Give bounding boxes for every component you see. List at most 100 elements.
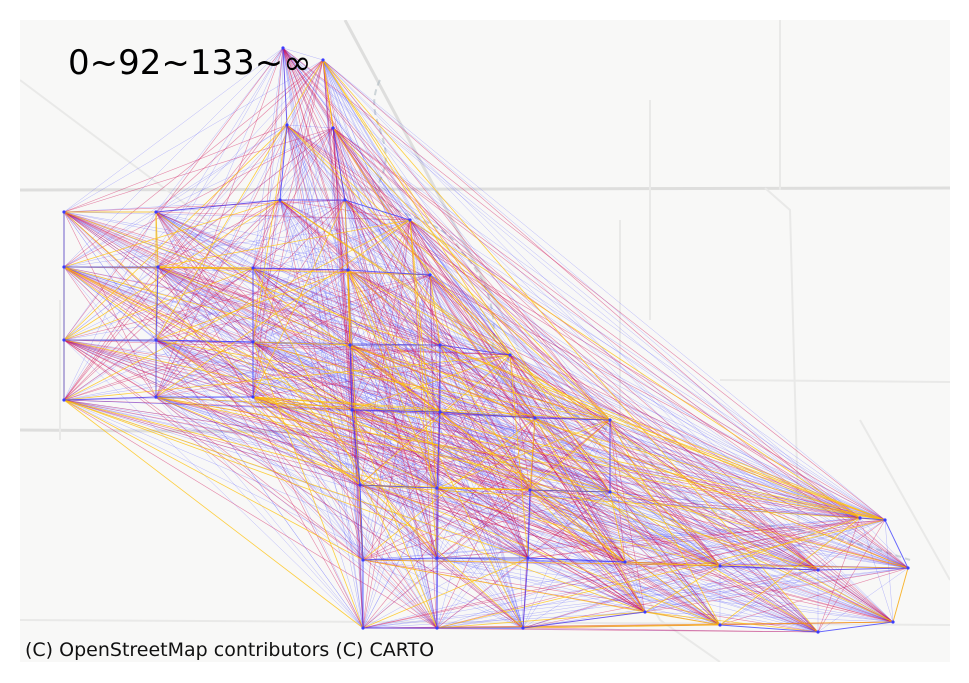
flow-line [429, 274, 438, 559]
flow-line [322, 59, 721, 626]
flow-line [436, 419, 611, 629]
flow-line [155, 396, 438, 559]
flow-line [436, 489, 531, 559]
flow-line [436, 561, 626, 629]
flow-line [155, 396, 646, 613]
flow-line [63, 399, 894, 623]
road-line [859, 419, 950, 581]
flow-line [63, 266, 159, 341]
flow-line [429, 274, 611, 493]
flow-line [362, 559, 909, 569]
flow-line [63, 399, 438, 489]
flow-line [63, 211, 157, 341]
flow-line [155, 124, 288, 213]
flow-line [359, 484, 524, 629]
flow-node-n6 [278, 198, 282, 202]
grid-edge [859, 517, 886, 521]
flow-line [817, 517, 861, 633]
flow-line [63, 211, 438, 629]
flow-line [63, 219, 411, 268]
flow-line [63, 339, 364, 561]
flow-node-n29 [528, 488, 532, 492]
flow-line [347, 269, 511, 356]
flow-line [155, 396, 721, 567]
flow-line [282, 47, 861, 519]
flow-line [63, 219, 411, 401]
flow-line [63, 211, 819, 571]
flow-line [362, 411, 441, 629]
flow-line [63, 59, 324, 401]
flow-node-n21 [154, 395, 158, 399]
flow-line [63, 127, 334, 213]
flow-line [351, 354, 511, 411]
flow-line [609, 419, 721, 567]
flow-line [644, 569, 819, 613]
grid-edge [155, 199, 281, 213]
grid-edge [347, 269, 351, 346]
flow-line [63, 211, 511, 356]
flow-line [436, 557, 524, 629]
grid-edge [279, 124, 288, 201]
flow-node-n25 [533, 416, 537, 420]
map-canvas[interactable] [20, 20, 950, 662]
flow-line [157, 199, 346, 268]
flow-line [157, 266, 254, 343]
flow-node-n44 [883, 518, 887, 522]
flow-line [362, 491, 611, 629]
flow-line [351, 219, 411, 411]
grid-edge [719, 624, 819, 633]
flow-line [349, 219, 411, 346]
flow-line [63, 266, 361, 486]
flow-line [522, 567, 909, 629]
flow-line [719, 565, 894, 623]
flow-line [252, 396, 364, 629]
grid-edge [527, 489, 531, 559]
flow-line [155, 269, 349, 341]
flow-line [409, 219, 531, 491]
flow-line [644, 611, 819, 633]
flow-line [155, 339, 529, 559]
flow-line [63, 354, 511, 401]
flow-line [63, 266, 909, 569]
flow-line [155, 339, 361, 486]
flow-line [529, 489, 909, 569]
flow-line [322, 59, 353, 411]
flow-line [522, 624, 721, 629]
legend-title: 0~92~133~∞ [68, 43, 312, 83]
flow-line [282, 47, 324, 61]
flow-node-n30 [608, 490, 612, 494]
flow-line [157, 266, 431, 276]
flow-line [349, 344, 646, 613]
flow-line [252, 396, 909, 569]
flow-line [347, 269, 441, 413]
flow-line [286, 124, 721, 567]
flow-line [409, 219, 611, 421]
flow-line [344, 199, 894, 623]
flow-line [63, 274, 431, 401]
flow-line [155, 339, 511, 356]
flow-node-n8 [408, 218, 412, 222]
flow-line [63, 266, 254, 398]
flow-line [436, 519, 886, 629]
flow-line [344, 199, 511, 356]
flow-line [719, 517, 861, 567]
flow-line [252, 199, 281, 398]
flow-line [252, 396, 721, 567]
flow-line [332, 127, 536, 419]
flow-line [63, 399, 531, 491]
flow-line [155, 396, 611, 493]
flow-line [63, 124, 288, 213]
flow-node-n16 [251, 340, 255, 344]
flow-line [63, 339, 361, 486]
flow-line [279, 199, 529, 559]
flow-line [252, 267, 511, 356]
flow-line [609, 491, 721, 626]
flow-line [157, 266, 646, 613]
flow-node-n26 [608, 418, 612, 422]
flow-line [63, 339, 441, 413]
flow-line [609, 419, 819, 633]
flow-line [63, 211, 611, 421]
flow-line [63, 339, 536, 419]
flow-line [359, 484, 626, 563]
river-path [373, 79, 911, 561]
